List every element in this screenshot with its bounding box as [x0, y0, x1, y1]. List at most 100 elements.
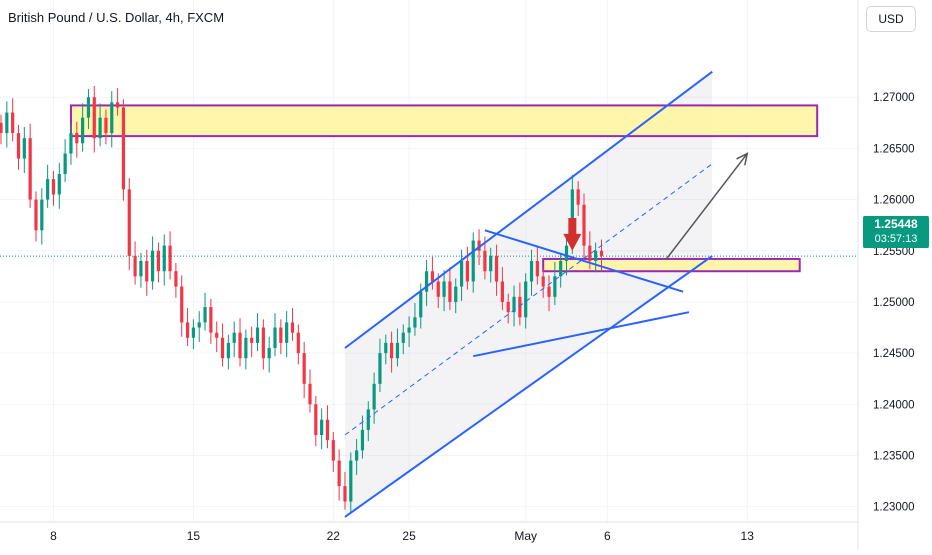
candle-body [477, 240, 481, 251]
candle-body [121, 107, 126, 190]
time-tick-label: 25 [402, 529, 416, 543]
candle-body [104, 117, 108, 134]
channel-area [344, 71, 713, 517]
candle-body [150, 250, 155, 282]
candle-body [448, 281, 452, 302]
candle-body [424, 271, 429, 292]
candle-body [599, 250, 604, 256]
candle-body [209, 307, 213, 333]
candle-body [46, 179, 50, 200]
candle-body [494, 255, 499, 282]
price-tick-label: 1.24500 [873, 348, 915, 360]
candle-body [75, 133, 79, 144]
candle-body [180, 286, 184, 323]
candle-body [279, 327, 283, 343]
candle-body [139, 261, 143, 277]
candle-body [349, 460, 353, 502]
time-tick-label: 22 [327, 529, 341, 543]
time-tick-label: 6 [604, 529, 611, 543]
bar-countdown: 03:57:13 [874, 233, 918, 245]
candle-body [22, 138, 26, 159]
candle-body [594, 250, 598, 261]
candle-body [343, 486, 347, 502]
price-tick-label: 1.26500 [873, 143, 915, 155]
candle-body [512, 296, 516, 313]
candles [0, 85, 604, 513]
candle-body [296, 332, 300, 354]
candle-body [442, 281, 446, 297]
down-arrow-marker [563, 218, 582, 251]
candle-body [40, 199, 44, 231]
candle-body [564, 245, 569, 261]
candle-body [220, 337, 225, 359]
candle-body [98, 117, 102, 139]
candle-body [576, 189, 580, 205]
candle-body [471, 240, 475, 282]
candle-body [454, 286, 458, 302]
candle-body [360, 429, 365, 451]
annotations [563, 152, 749, 261]
price-tick-label: 1.24000 [873, 399, 915, 411]
time-tick-label: 13 [741, 529, 755, 543]
candle-body [34, 199, 38, 231]
candle-body [390, 342, 394, 359]
time-tick-label: 15 [187, 529, 201, 543]
channel-lower-line [344, 255, 713, 518]
currency-button[interactable]: USD [866, 6, 916, 32]
candle-body [535, 261, 539, 277]
candle-body [215, 332, 219, 338]
candle-body [203, 307, 207, 323]
candle-body [244, 337, 248, 359]
triangle-upper-line [484, 229, 684, 293]
candle-body [267, 348, 271, 359]
candle-body [168, 245, 172, 272]
projection-arrow-line [665, 153, 748, 261]
candle-body [430, 271, 435, 282]
candle-body [465, 261, 469, 282]
candle-body [559, 261, 563, 277]
candle-body [337, 460, 341, 487]
last-price-tag: 1.25448 03:57:13 [863, 216, 929, 248]
candle-body [69, 133, 73, 154]
candle-body [582, 204, 586, 246]
candle-body [92, 97, 96, 139]
candle-body [506, 301, 510, 313]
candle-body [553, 276, 557, 297]
candle-body [483, 250, 487, 272]
channel-upper-line [344, 70, 713, 349]
candle-body [11, 112, 15, 134]
candle-body [290, 322, 295, 333]
candle-body [255, 327, 260, 343]
price-tick-label: 1.23500 [873, 450, 915, 462]
gridlines [0, 0, 858, 522]
trend-lines [0, 70, 858, 518]
candle-body [226, 342, 230, 359]
candle-body [459, 261, 464, 287]
candle-body [331, 440, 335, 461]
candle-body [407, 327, 411, 333]
candle-body [16, 133, 21, 159]
candle-body [529, 261, 534, 282]
triangle-lower-line [473, 311, 690, 358]
candle-body [489, 255, 493, 272]
candle-body [588, 245, 592, 261]
candle-body [197, 322, 201, 328]
candle-body [63, 153, 67, 174]
candle-body [0, 122, 3, 134]
candle-body [372, 383, 376, 410]
candle-body [395, 342, 400, 359]
projection-arrow-head [736, 152, 749, 166]
candle-body [162, 245, 166, 272]
candle-body [314, 404, 318, 435]
candle-body [28, 138, 32, 200]
candle-body [133, 255, 137, 277]
candle-body [185, 322, 190, 338]
candle-body [355, 450, 359, 461]
candle-body [384, 342, 388, 354]
candle-body [57, 174, 61, 195]
candle-body [191, 327, 195, 338]
candle-body [436, 281, 440, 297]
candle-body [302, 353, 306, 384]
